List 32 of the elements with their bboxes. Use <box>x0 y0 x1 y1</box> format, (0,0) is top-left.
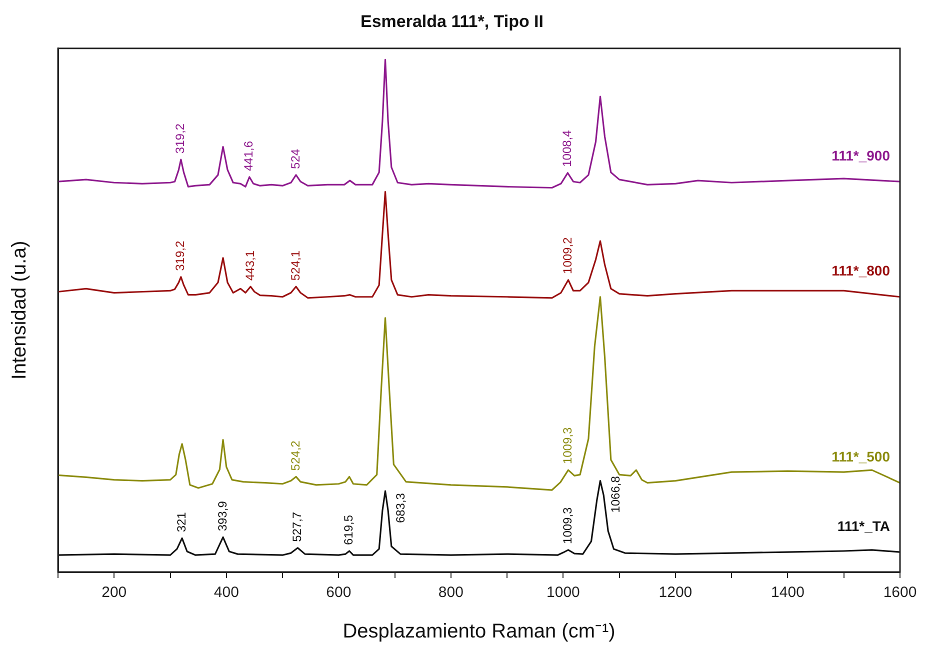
annotation: 527,7 <box>290 512 304 542</box>
x-tick-label: 1400 <box>771 584 804 602</box>
annotation: 321 <box>174 512 188 532</box>
annotation: 1009,2 <box>560 236 575 274</box>
annotation: 393,9 <box>215 500 230 532</box>
annotation: 443,1 <box>242 250 257 281</box>
x-tick-label: 1600 <box>883 584 917 602</box>
x-tick-label: 200 <box>102 584 127 602</box>
x-tick-label: 800 <box>438 584 464 602</box>
annotation: 524 <box>288 148 302 169</box>
annotation: 441,6 <box>242 140 256 171</box>
series-label: 111*_TA <box>837 518 890 534</box>
annotation: 524,1 <box>288 250 302 281</box>
series-label: 111*_500 <box>832 448 890 465</box>
x-tick-label: 1200 <box>658 584 692 602</box>
x-axis-title: Desplazamiento Raman (cm⁻¹) <box>342 620 616 643</box>
y-axis-title: Intensidad (u.a) <box>8 240 31 380</box>
annotation: 319,2 <box>173 240 188 271</box>
annotation: 1009,3 <box>560 427 575 464</box>
annotation: 1066,8 <box>608 476 623 513</box>
annotation: 524,2 <box>288 440 302 471</box>
x-tick-label: 600 <box>326 584 352 602</box>
annotation: 1009,3 <box>560 506 575 544</box>
x-tick-label: 400 <box>214 584 239 602</box>
series-label: 111*_900 <box>832 147 890 164</box>
annotation: 683,3 <box>394 492 408 524</box>
series-label: 111*_800 <box>832 262 890 279</box>
annotation: 319,2 <box>173 123 188 154</box>
chart-title: Esmeralda 111*, Tipo II <box>360 12 544 31</box>
annotation: 619,5 <box>342 514 356 545</box>
annotation: 1008,4 <box>560 130 574 167</box>
x-tick-label: 1000 <box>546 584 580 602</box>
